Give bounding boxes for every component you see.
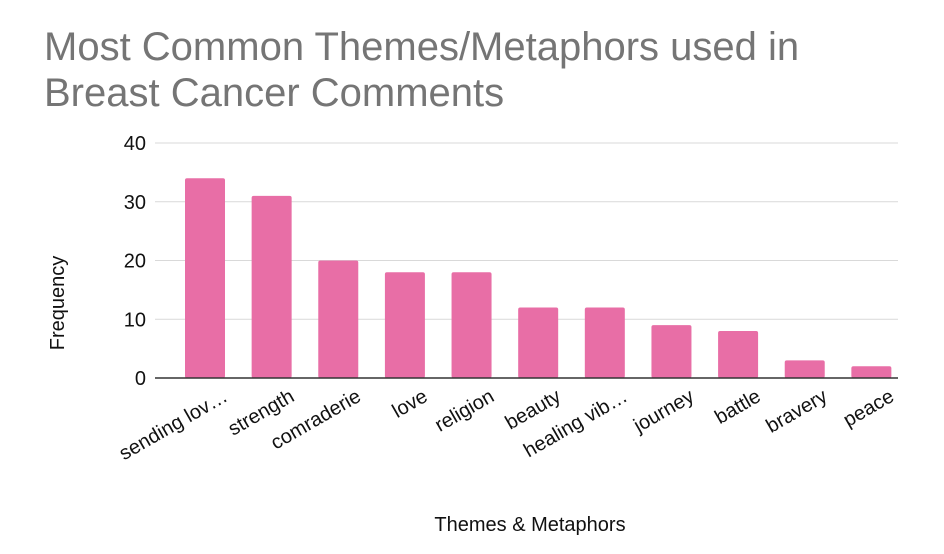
x-tick-label: battle	[711, 385, 764, 429]
bar-bravery	[784, 360, 825, 378]
x-tick-label: religion	[431, 385, 498, 436]
bar-comraderie	[318, 260, 359, 378]
chart-title: Most Common Themes/Metaphors used in Bre…	[44, 25, 800, 115]
bar-love	[384, 272, 425, 378]
bar-battle	[718, 331, 759, 378]
y-tick-label: 10	[124, 309, 146, 331]
x-tick-label: peace	[840, 385, 898, 431]
y-tick-label: 40	[124, 133, 146, 155]
bar-peace	[851, 366, 892, 378]
bar-sending-lov	[185, 178, 225, 378]
bar-strength	[251, 195, 292, 378]
bars	[185, 178, 892, 378]
bar-beauty	[518, 307, 559, 378]
x-tick-label: bravery	[762, 385, 831, 437]
y-tick-labels: 0 10 20 30 40	[124, 133, 146, 390]
y-axis-title: Frequency	[47, 256, 69, 351]
bar-religion	[451, 272, 492, 378]
y-tick-label: 20	[124, 251, 146, 273]
x-tick-label: sending lov…	[116, 385, 232, 465]
y-tick-label: 30	[124, 192, 146, 214]
x-tick-label: journey	[629, 385, 698, 437]
y-tick-label: 0	[135, 368, 146, 390]
x-axis-title: Themes & Metaphors	[434, 514, 625, 536]
x-tick-label: love	[389, 385, 432, 422]
bar-healing-vib	[584, 307, 625, 378]
bar-journey	[651, 325, 692, 378]
